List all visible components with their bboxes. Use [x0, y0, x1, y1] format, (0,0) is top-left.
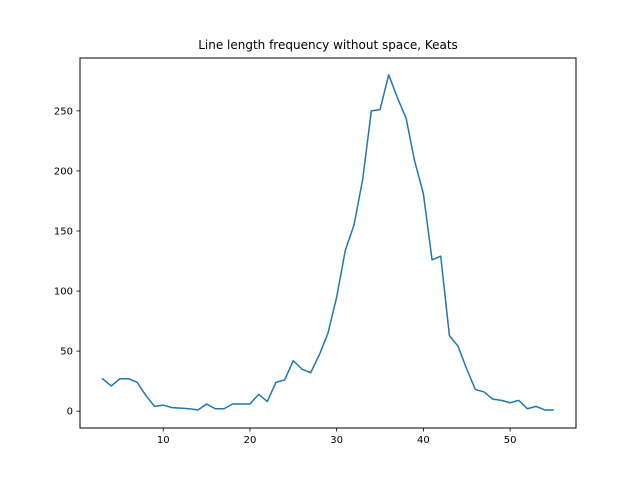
y-tick-label: 0: [67, 407, 73, 418]
x-tick-label: 40: [417, 435, 430, 446]
y-tick-label: 150: [54, 226, 73, 237]
x-tick-label: 50: [504, 435, 517, 446]
series-line-0: [101, 74, 555, 411]
x-tick-label: 20: [244, 435, 257, 446]
chart-title: Line length frequency without space, Kea…: [198, 38, 458, 52]
y-tick-label: 50: [60, 347, 73, 358]
x-axis: 10 20 30 40 50: [157, 428, 517, 446]
y-tick-label: 250: [54, 106, 73, 117]
y-tick-label: 200: [54, 166, 73, 177]
x-tick-label: 10: [157, 435, 170, 446]
plot-frame: [79, 57, 577, 429]
x-tick-label: 30: [330, 435, 343, 446]
y-tick-label: 100: [54, 287, 73, 298]
plot-area: [101, 74, 555, 411]
y-axis: 0 50 100 150 200 250: [54, 106, 80, 418]
